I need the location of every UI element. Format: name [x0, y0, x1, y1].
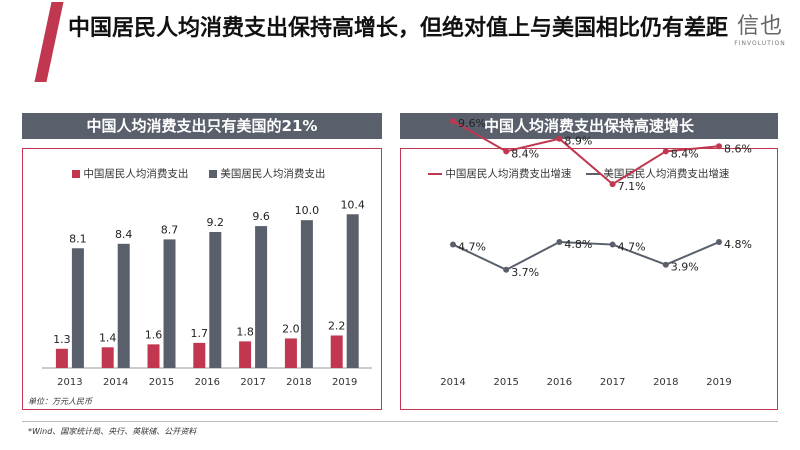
bar-value-label: 1.6 [145, 328, 163, 341]
line-series-china [452, 120, 720, 186]
line-value-label: 8.6% [724, 142, 752, 155]
legend-line-china [428, 173, 442, 175]
bar-value-label: 1.7 [191, 327, 209, 340]
bar-x-tick-label: 2018 [286, 377, 311, 388]
bar-value-label: 1.4 [99, 331, 117, 344]
bar-x-tick-label: 2019 [332, 377, 357, 388]
line-x-tick-label: 2019 [706, 377, 731, 388]
bar-x-tick-label: 2016 [195, 377, 220, 388]
legend-label-china-growth: 中国居民人均消费支出增速 [445, 168, 572, 180]
bar-value-label: 9.2 [207, 216, 225, 229]
line-point-usa [450, 241, 456, 248]
line-point-usa [662, 261, 669, 268]
bar-usa [300, 220, 313, 368]
line-x-tick-label: 2015 [493, 377, 518, 388]
line-value-label: 7.1% [618, 180, 646, 193]
logo-mark: 信也 [736, 14, 783, 39]
right-chart-frame [400, 148, 778, 410]
bar-china [147, 344, 160, 368]
line-value-label: 4.8% [564, 238, 592, 251]
line-value-label: 4.7% [618, 241, 646, 254]
line-x-tick-label: 2017 [600, 377, 625, 388]
bar-china [55, 348, 68, 368]
unit-note: 单位：万元人民币 [28, 397, 92, 406]
line-value-label: 4.7% [458, 241, 486, 254]
bar-x-tick-label: 2017 [240, 377, 265, 388]
bar-x-tick-label: 2015 [149, 377, 174, 388]
line-point-usa [503, 266, 510, 273]
line-series-usa [452, 241, 720, 271]
footer-divider [22, 421, 778, 422]
legend-swatch-china [72, 170, 80, 178]
line-point-usa [716, 239, 722, 246]
left-chart-frame [22, 148, 382, 410]
line-point-china [662, 148, 669, 155]
line-value-label: 8.9% [564, 135, 592, 148]
bar-usa [209, 232, 222, 368]
bar-value-label: 8.4 [115, 228, 133, 241]
bar-legend: 中国居民人均消费支出 美国居民人均消费支出 [72, 166, 325, 181]
bar-value-label: 8.1 [69, 232, 87, 245]
page-title: 中国居民人均消费支出保持高增长，但绝对值上与美国相比仍有差距 [68, 16, 729, 41]
line-value-label: 8.4% [511, 147, 539, 160]
bar-usa [71, 248, 84, 368]
brand-logo: 信也 FINVOLUTION [732, 14, 788, 47]
bar-usa [255, 226, 268, 368]
bar-china [330, 335, 343, 368]
left-panel-title: 中国人均消费支出只有美国的21% [22, 113, 382, 139]
logo-subtext: FINVOLUTION [734, 40, 786, 47]
bar-value-label: 10.4 [340, 198, 365, 211]
line-x-tick-label: 2014 [440, 377, 465, 388]
source-note: *Wind、国家统计局、央行、英联储、公开资料 [28, 427, 197, 436]
legend-line-usa [586, 173, 601, 175]
bar-value-label: 8.7 [161, 223, 179, 236]
right-panel-title: 中国人均消费支出保持高速增长 [400, 113, 778, 139]
line-value-label: 4.8% [724, 238, 752, 251]
line-point-usa [556, 239, 563, 246]
line-x-tick-label: 2018 [653, 377, 678, 388]
bar-x-tick-label: 2013 [57, 377, 82, 388]
legend-label-china: 中国居民人均消费支出 [83, 168, 189, 180]
bar-china [239, 341, 252, 368]
bar-value-label: 1.3 [53, 333, 71, 346]
line-point-china [503, 148, 510, 155]
bar-china [193, 342, 206, 368]
line-value-label: 9.6% [458, 117, 486, 130]
bar-value-label: 1.8 [236, 325, 254, 338]
bar-x-tick-label: 2014 [103, 377, 128, 388]
line-x-tick-label: 2016 [547, 377, 572, 388]
line-value-label: 3.7% [511, 266, 539, 279]
line-value-label: 3.9% [671, 261, 699, 274]
line-point-china [716, 143, 722, 150]
bar-usa [163, 239, 176, 368]
bar-value-label: 2.2 [328, 319, 346, 332]
line-value-label: 8.4% [671, 147, 699, 160]
line-point-china [556, 135, 563, 142]
line-point-usa [609, 241, 616, 248]
bar-usa [117, 243, 130, 368]
legend-swatch-usa [209, 170, 218, 178]
line-point-china [609, 181, 616, 188]
bar-china [101, 347, 114, 368]
bar-value-label: 10.0 [295, 204, 320, 217]
bar-value-label: 9.6 [252, 210, 270, 223]
bar-china [284, 338, 297, 368]
legend-label-usa: 美国居民人均消费支出 [220, 168, 326, 180]
bar-usa [346, 214, 359, 368]
bar-value-label: 2.0 [282, 322, 300, 335]
line-point-china [450, 118, 456, 125]
